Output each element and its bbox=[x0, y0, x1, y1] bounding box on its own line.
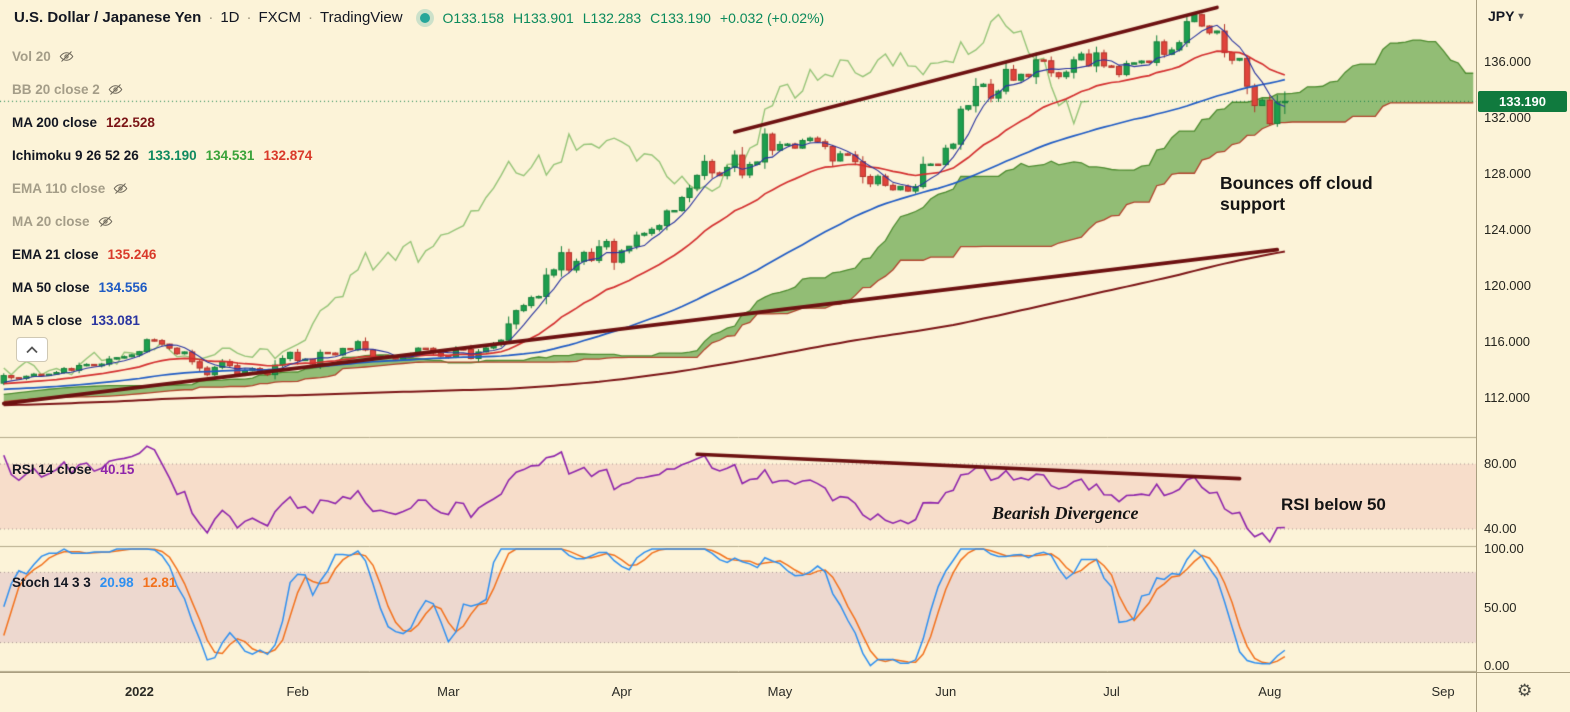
legend-row-ma-200-close[interactable]: MA 200 close 122.528 bbox=[12, 106, 312, 139]
price-axis[interactable]: JPY ▾ 136.000 132.000 128.000 124.000 120.00… bbox=[1477, 0, 1570, 712]
legend-label: RSI 14 close bbox=[12, 462, 92, 477]
legend-label: Stoch 14 3 3 bbox=[12, 575, 91, 590]
legend-value: 40.15 bbox=[100, 462, 135, 477]
chart-header: U.S. Dollar / Japanese Yen · 1D · FXCM ·… bbox=[14, 9, 824, 26]
interval-selector[interactable]: 1D bbox=[220, 9, 240, 26]
legend-row-vol-20[interactable]: Vol 20 bbox=[12, 40, 312, 73]
legend-row-ichimoku-9-26-52-26[interactable]: Ichimoku 9 26 52 26 133.190 134.531 132.874 bbox=[12, 139, 312, 172]
legend-value: 134.556 bbox=[98, 280, 148, 295]
legend-row-rsi-14-close[interactable]: RSI 14 close 40.15 bbox=[12, 453, 134, 486]
annotation-bearish-divergence: Bearish Divergence bbox=[992, 503, 1139, 523]
visibility-off-icon[interactable] bbox=[98, 214, 113, 229]
axis-tick: 124.000 bbox=[1484, 222, 1531, 237]
visibility-off-icon[interactable] bbox=[108, 82, 123, 97]
legend-label: EMA 21 close bbox=[12, 247, 99, 262]
time-label-feb: Feb bbox=[286, 684, 309, 699]
high-value: H133.901 bbox=[513, 9, 574, 26]
rsi-legend: RSI 14 close 40.15 bbox=[12, 453, 134, 486]
legend-label: MA 20 close bbox=[12, 214, 90, 229]
visibility-off-icon[interactable] bbox=[113, 181, 128, 196]
axis-tick: 0.00 bbox=[1484, 658, 1510, 673]
ohlc-readout: O133.158 H133.901 L132.283 C133.190 +0.0… bbox=[443, 10, 825, 26]
chevron-down-icon: ▾ bbox=[1518, 10, 1524, 22]
legend-label: EMA 110 close bbox=[12, 181, 106, 196]
axis-tick: 116.000 bbox=[1484, 334, 1531, 349]
axis-tick: 80.00 bbox=[1484, 456, 1517, 471]
time-label-apr: Apr bbox=[611, 684, 632, 699]
open-value: O133.158 bbox=[442, 9, 505, 26]
legend-label: Vol 20 bbox=[12, 49, 51, 64]
close-value: C133.190 bbox=[650, 9, 711, 26]
axis-tick: 50.00 bbox=[1484, 599, 1517, 615]
currency-label: JPY bbox=[1488, 8, 1515, 24]
legend-row-bb-20-close-2[interactable]: BB 20 close 2 bbox=[12, 73, 312, 106]
axis-tick: 100.00 bbox=[1484, 541, 1524, 556]
legend-value: 135.246 bbox=[107, 247, 157, 262]
axis-tick: 128.000 bbox=[1484, 166, 1531, 181]
legend-row-ema-21-close[interactable]: EMA 21 close 135.246 bbox=[12, 238, 312, 271]
legend-row-ma-50-close[interactable]: MA 50 close 134.556 bbox=[12, 271, 312, 304]
legend-row-ma-20-close[interactable]: MA 20 close bbox=[12, 205, 312, 238]
time-label-may: May bbox=[767, 684, 793, 699]
annotation-rsi-below-50: RSI below 50 bbox=[1281, 495, 1386, 514]
time-label-sep: Sep bbox=[1431, 684, 1455, 699]
legend-row-stoch-14-3-3[interactable]: Stoch 14 3 3 20.98 12.81 bbox=[12, 566, 176, 599]
time-axis[interactable]: ⚙ 2022 Feb Mar Apr May Jun Jul Aug Sep bbox=[0, 672, 1570, 712]
legend-value: 122.528 bbox=[106, 115, 155, 130]
time-label-jul: Jul bbox=[1103, 684, 1120, 699]
visibility-off-icon[interactable] bbox=[59, 49, 74, 64]
currency-selector[interactable]: JPY ▾ bbox=[1488, 8, 1524, 24]
chevron-up-icon bbox=[26, 345, 38, 353]
last-price-label: 133.190 bbox=[1478, 90, 1567, 112]
platform-label: TradingView bbox=[320, 9, 403, 26]
separator: · bbox=[308, 9, 313, 26]
exchange-label[interactable]: FXCM bbox=[258, 9, 302, 26]
legend-value: 132.874 bbox=[263, 148, 313, 163]
legend-row-ma-5-close[interactable]: MA 5 close 133.081 bbox=[12, 304, 312, 337]
symbol-title[interactable]: U.S. Dollar / Japanese Yen bbox=[14, 9, 202, 26]
annotation-cloud-support: Bounces off cloud support bbox=[1220, 173, 1373, 214]
legend-label: BB 20 close 2 bbox=[12, 82, 100, 97]
legend-label: MA 50 close bbox=[12, 280, 90, 295]
price-axis-divider bbox=[1476, 0, 1477, 712]
axis-tick: 132.000 bbox=[1484, 110, 1531, 125]
legend-label: MA 200 close bbox=[12, 115, 98, 130]
legend-row-ema-110-close[interactable]: EMA 110 close bbox=[12, 172, 312, 205]
legend-value: 133.190 bbox=[147, 148, 197, 163]
time-label-aug: Aug bbox=[1258, 684, 1282, 699]
separator: · bbox=[208, 9, 214, 26]
indicator-legend: Vol 20 BB 20 close 2 MA 200 close 122.528 Ic… bbox=[12, 40, 312, 337]
change-value: +0.032 (+0.02%) bbox=[719, 9, 825, 26]
axis-tick: 120.000 bbox=[1484, 278, 1531, 293]
low-value: L132.283 bbox=[582, 9, 642, 26]
main-chart-canvas[interactable] bbox=[0, 0, 1477, 672]
legend-collapse-button[interactable] bbox=[16, 337, 48, 362]
axis-tick: 136.000 bbox=[1484, 54, 1531, 69]
settings-gear-icon[interactable]: ⚙ bbox=[1517, 681, 1533, 700]
legend-label: Ichimoku 9 26 52 26 bbox=[12, 148, 139, 163]
market-status-dot bbox=[419, 12, 430, 23]
axis-tick: 40.00 bbox=[1484, 521, 1517, 536]
legend-value: 134.531 bbox=[205, 148, 255, 163]
legend-value: 20.98 bbox=[99, 575, 134, 590]
axis-tick: 112.000 bbox=[1484, 390, 1531, 405]
legend-label: MA 5 close bbox=[12, 313, 83, 328]
time-label-2022: 2022 bbox=[124, 684, 154, 699]
time-label-jun: Jun bbox=[935, 684, 957, 699]
stoch-legend: Stoch 14 3 3 20.98 12.81 bbox=[12, 566, 176, 599]
time-label-mar: Mar bbox=[437, 684, 460, 699]
legend-value: 12.81 bbox=[142, 575, 177, 590]
legend-value: 133.081 bbox=[91, 313, 140, 328]
separator: · bbox=[246, 9, 252, 26]
